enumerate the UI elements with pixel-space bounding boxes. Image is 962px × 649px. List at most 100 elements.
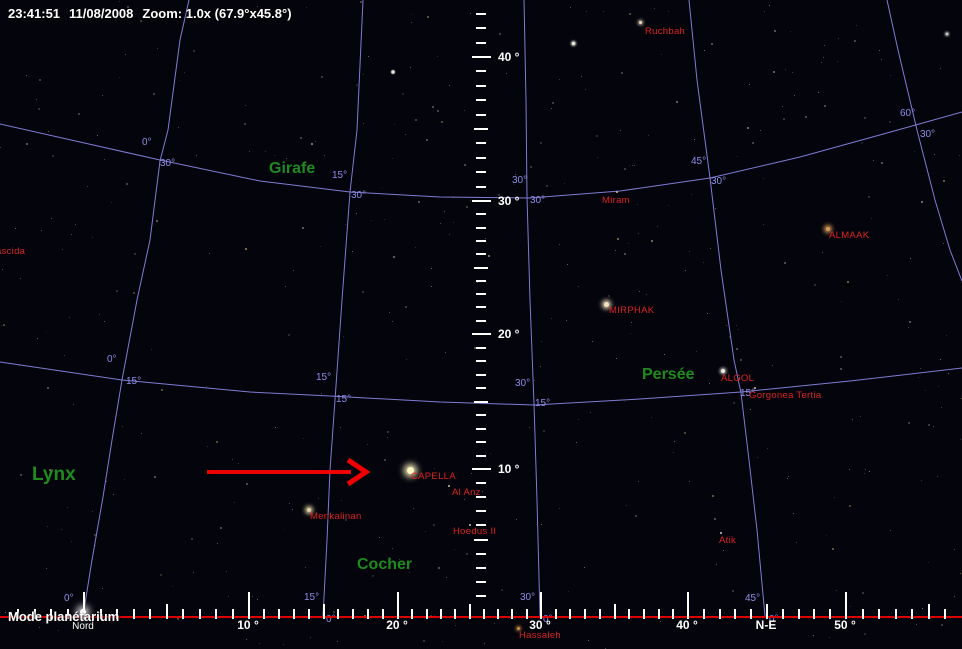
background-star (710, 248, 711, 249)
constellation-label: Lynx (32, 464, 76, 485)
background-star (423, 640, 425, 642)
grid-coordinate-label: 30° (520, 592, 536, 603)
background-star (823, 57, 824, 58)
mirphak-star (604, 302, 609, 307)
background-star (869, 471, 870, 472)
horizon-azimuth-label: 30 ° (529, 618, 551, 632)
background-star (238, 463, 239, 464)
background-star (714, 518, 716, 520)
background-star (723, 550, 724, 551)
background-star (862, 592, 864, 594)
clock-date: 11/08/2008 (69, 6, 134, 21)
background-star (402, 93, 404, 95)
star-name-label: CAPELLA (411, 471, 456, 482)
background-star (333, 611, 335, 613)
background-star (584, 567, 585, 568)
background-star (787, 478, 788, 479)
background-star (490, 453, 491, 454)
background-star (954, 549, 955, 550)
background-star (470, 13, 471, 14)
horizon-tick (17, 609, 19, 619)
meridian-tick (476, 70, 486, 73)
background-star (576, 442, 577, 443)
meridian-tick (476, 253, 486, 256)
grid-coordinate-label: 60° (900, 108, 916, 119)
azimuth-line-45 (688, 0, 766, 617)
meridian-tick (476, 566, 486, 569)
background-star (747, 127, 749, 129)
background-star (910, 258, 911, 259)
horizon-tick (628, 609, 631, 619)
background-star (948, 373, 949, 374)
background-star (300, 137, 302, 139)
background-star (464, 164, 466, 166)
background-star (796, 542, 797, 543)
background-star (184, 72, 185, 73)
grid-coordinate-label: 0° (326, 614, 336, 625)
background-star (382, 187, 383, 188)
star-name-label: Menkalinan (310, 511, 362, 522)
meridian-tick (476, 156, 486, 159)
background-star (445, 352, 446, 353)
background-star (774, 30, 776, 32)
horizon-tick (911, 609, 913, 619)
background-star (541, 341, 542, 342)
background-star (193, 50, 195, 52)
background-star (824, 105, 826, 107)
meridian-tick (471, 200, 491, 202)
background-star (455, 625, 456, 626)
background-star (47, 387, 49, 389)
north-horizon-star-star (80, 609, 86, 615)
grid-coordinate-label: 0° (107, 354, 117, 365)
grid-coordinate-label: 30° (351, 190, 367, 201)
background-star (960, 439, 961, 440)
background-star (434, 615, 435, 616)
background-star (749, 84, 750, 85)
meridian-altitude-label: 20 ° (498, 327, 520, 341)
background-star (58, 630, 59, 631)
background-star (737, 156, 738, 157)
background-star (840, 356, 842, 358)
background-star (180, 80, 181, 81)
background-star (943, 180, 945, 182)
background-star (840, 368, 842, 370)
background-star (62, 249, 63, 250)
background-star (881, 162, 883, 164)
background-star (784, 262, 786, 264)
background-star (315, 141, 316, 142)
background-star (191, 538, 193, 540)
background-star (119, 1, 120, 2)
meridian-tick (476, 552, 486, 555)
background-star (288, 334, 290, 336)
background-star (704, 50, 705, 51)
background-star (856, 25, 857, 26)
background-star (925, 390, 926, 391)
background-star (464, 110, 465, 111)
hoedus-ii-star (469, 524, 471, 526)
background-star (392, 321, 393, 322)
background-star (36, 99, 37, 100)
star-name-label: MIRPHAK (609, 305, 655, 316)
azimuth-line-60 (886, 0, 962, 282)
background-star (541, 524, 542, 525)
background-star (433, 524, 435, 526)
horizon-tick (584, 609, 587, 619)
horizon-azimuth-label: 10 ° (237, 618, 259, 632)
background-star (829, 637, 830, 638)
background-star (172, 586, 173, 587)
background-star (5, 612, 6, 613)
horizon-tick (813, 609, 816, 619)
grid-coordinate-label: 15° (316, 372, 332, 383)
horizon-tick (439, 609, 442, 619)
background-star (437, 56, 438, 57)
horizon-tick (927, 604, 930, 619)
background-star (546, 185, 548, 187)
horizon-azimuth-label: 50 ° (834, 618, 856, 632)
background-star (220, 527, 222, 529)
background-star (438, 567, 440, 569)
background-star (144, 138, 145, 139)
background-star (552, 102, 554, 104)
horizon-tick (540, 592, 542, 619)
